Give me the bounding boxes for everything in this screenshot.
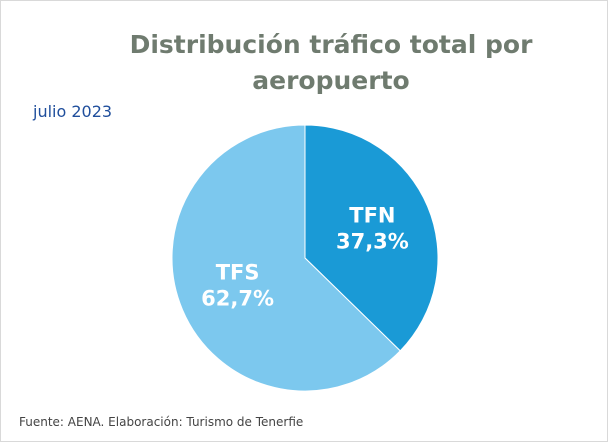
slice-value-label: 62,7%: [201, 286, 274, 310]
slice-category-label: TFN: [349, 204, 395, 228]
slice-category-label: TFS: [216, 260, 260, 284]
chart-title: Distribución tráfico total por aeropuert…: [129, 30, 533, 95]
source-note: Fuente: AENA. Elaboración: Turismo de Te…: [19, 415, 304, 429]
slice-value-label: 37,3%: [336, 230, 409, 254]
pie-slice: [304, 124, 439, 352]
pie-slice: [171, 124, 401, 392]
chart-subtitle: julio 2023: [33, 102, 113, 121]
